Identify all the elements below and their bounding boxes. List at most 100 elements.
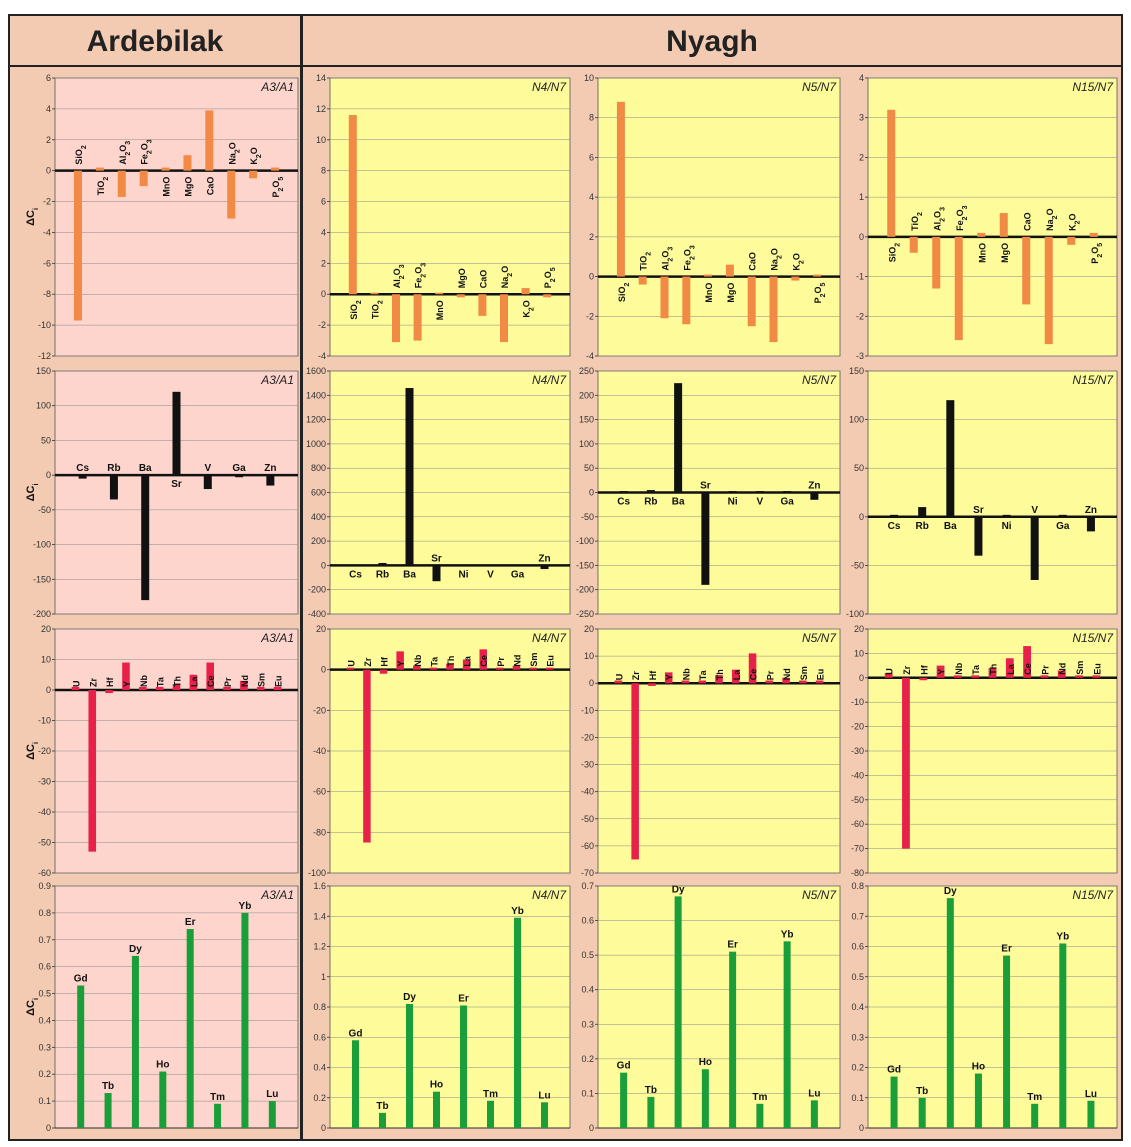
tick-label: 0 bbox=[46, 1123, 51, 1133]
tick-label: 0.2 bbox=[38, 1069, 51, 1079]
tick-label: 4 bbox=[859, 73, 864, 83]
tick-label: -60 bbox=[851, 819, 864, 829]
cat-label: Tm bbox=[483, 1089, 498, 1100]
bar-Nd bbox=[512, 665, 521, 670]
bar-Sm bbox=[529, 667, 537, 670]
cat-label: MgO bbox=[1000, 243, 1010, 263]
header-divider bbox=[8, 65, 1123, 67]
bar-Ho bbox=[159, 1071, 167, 1128]
tick-label: -50 bbox=[851, 795, 864, 805]
cat-label: U bbox=[885, 668, 895, 675]
cat-label: Th bbox=[715, 669, 725, 680]
tick-label: 0.4 bbox=[851, 1002, 864, 1012]
cat-label-group: Y bbox=[665, 674, 675, 680]
cat-label-group: Ta bbox=[971, 664, 981, 675]
tick-label: -100 bbox=[308, 868, 326, 878]
tick-label: 1 bbox=[859, 192, 864, 202]
cat-label: Zr bbox=[631, 671, 641, 680]
bar-P2O5 bbox=[813, 274, 822, 277]
tick-label: -40 bbox=[38, 807, 51, 817]
cat-label-group: MgO bbox=[457, 268, 467, 288]
bar-Ni bbox=[1002, 514, 1011, 517]
cat-label: MgO bbox=[183, 177, 193, 197]
bar-Ta bbox=[971, 675, 980, 678]
bar-Zr bbox=[88, 690, 97, 852]
tick-label: 20 bbox=[41, 624, 51, 634]
bar-Tm bbox=[214, 1103, 222, 1128]
cat-label-group: Nb bbox=[413, 654, 423, 666]
tick-label: 10 bbox=[584, 73, 594, 83]
cat-label: Gd bbox=[887, 1065, 901, 1076]
cat-label: Tb bbox=[376, 1101, 388, 1112]
tick-label: 1000 bbox=[306, 439, 326, 449]
bar-P2O5 bbox=[271, 167, 280, 171]
cat-label: Zn bbox=[264, 463, 276, 474]
cat-label-group: Fe2O3 bbox=[682, 245, 696, 270]
panel-label: A3/A1 bbox=[260, 373, 294, 387]
cat-label: Pr bbox=[496, 657, 506, 667]
cat-label: Ta bbox=[971, 664, 981, 675]
tick-label: -70 bbox=[581, 868, 594, 878]
cat-label: SiO2 bbox=[74, 145, 88, 165]
cat-label-group: Nb bbox=[681, 668, 691, 680]
cat-label: Zr bbox=[88, 678, 98, 687]
cat-label-group: Zr bbox=[363, 657, 373, 666]
tick-label: -10 bbox=[581, 705, 594, 715]
bar-Sr bbox=[432, 565, 441, 582]
cat-label: Sm bbox=[799, 666, 809, 680]
cat-label-group: Pr bbox=[765, 670, 775, 680]
cat-label: Er bbox=[727, 940, 738, 951]
cat-label: Na2O bbox=[227, 142, 241, 164]
tick-label: -8 bbox=[43, 289, 51, 299]
bar-Zn bbox=[1086, 516, 1095, 532]
ylabel-row-2: ΔCi bbox=[25, 742, 40, 760]
tick-label: 0 bbox=[46, 470, 51, 480]
cat-label: K2O bbox=[791, 253, 805, 270]
cat-label-group: MgO bbox=[1000, 243, 1010, 263]
cat-label-group: Zr bbox=[88, 678, 98, 687]
bar-SiO2 bbox=[73, 170, 82, 321]
bar-Dy bbox=[674, 896, 682, 1128]
cat-label: Ba bbox=[403, 569, 416, 580]
bar-Pr bbox=[223, 686, 231, 690]
bar-Sm bbox=[799, 680, 807, 684]
tick-label: -20 bbox=[38, 746, 51, 756]
tick-label: 20 bbox=[854, 624, 864, 634]
cat-label: Tm bbox=[1027, 1092, 1042, 1103]
cat-label: Tb bbox=[645, 1085, 657, 1096]
tick-label: 0.2 bbox=[313, 1093, 326, 1103]
header-ardebilak: Ardebilak bbox=[86, 25, 224, 58]
cat-label-group: TiO2 bbox=[96, 177, 110, 196]
tick-label: 3 bbox=[859, 113, 864, 123]
bar-TiO2 bbox=[909, 236, 918, 253]
cat-label: Rb bbox=[107, 463, 120, 474]
bar-MgO bbox=[456, 294, 465, 298]
cat-label-group: K2O bbox=[791, 253, 805, 270]
cat-label-group: Hf bbox=[380, 656, 390, 666]
tick-label: 2 bbox=[859, 152, 864, 162]
tick-label: 8 bbox=[589, 113, 594, 123]
cat-label: Yb bbox=[511, 906, 524, 917]
bar-Gd bbox=[77, 985, 85, 1128]
bar-CaO bbox=[1022, 236, 1031, 305]
tick-label: 0.1 bbox=[38, 1096, 51, 1106]
panel-label: N4/N7 bbox=[532, 373, 567, 387]
cat-label: Fe2O3 bbox=[955, 205, 969, 230]
plot-area bbox=[329, 77, 571, 357]
bar-K2O bbox=[521, 288, 530, 295]
cat-label-group: TiO2 bbox=[910, 212, 924, 231]
tick-label: -40 bbox=[851, 770, 864, 780]
cat-label-group: Ce bbox=[749, 669, 759, 681]
bar-P2O5 bbox=[1089, 232, 1098, 237]
bar-Ho bbox=[701, 1069, 709, 1128]
cat-label: K2O bbox=[249, 147, 263, 164]
bar-V bbox=[755, 491, 764, 493]
cat-label: MnO bbox=[162, 177, 172, 197]
cat-label-group: Zr bbox=[902, 665, 912, 674]
tick-label: 50 bbox=[584, 463, 594, 473]
bar-Cs bbox=[619, 491, 628, 493]
bar-La bbox=[731, 669, 740, 684]
bar-V bbox=[1030, 516, 1039, 580]
tick-label: -20 bbox=[581, 732, 594, 742]
tick-label: -30 bbox=[851, 746, 864, 756]
